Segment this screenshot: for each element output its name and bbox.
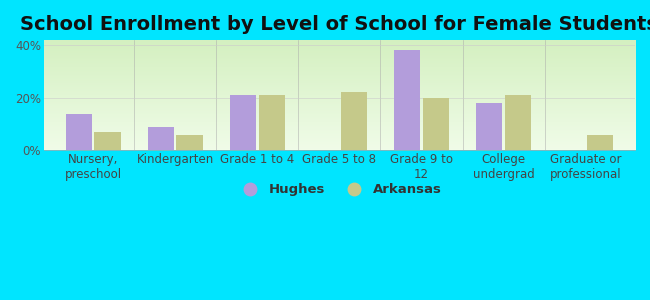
Bar (229, 95, 256, 151)
Bar (476, 103, 502, 151)
Bar (66, 114, 92, 151)
Bar (394, 50, 421, 151)
Bar (422, 98, 449, 151)
Bar (341, 92, 367, 151)
Bar (259, 95, 285, 151)
Bar (148, 127, 174, 151)
Legend: Hughes, Arkansas: Hughes, Arkansas (232, 178, 447, 202)
Bar (176, 135, 203, 151)
Bar (587, 135, 613, 151)
Title: School Enrollment by Level of School for Female Students: School Enrollment by Level of School for… (20, 15, 650, 34)
Bar (94, 132, 120, 151)
Bar (505, 95, 531, 151)
